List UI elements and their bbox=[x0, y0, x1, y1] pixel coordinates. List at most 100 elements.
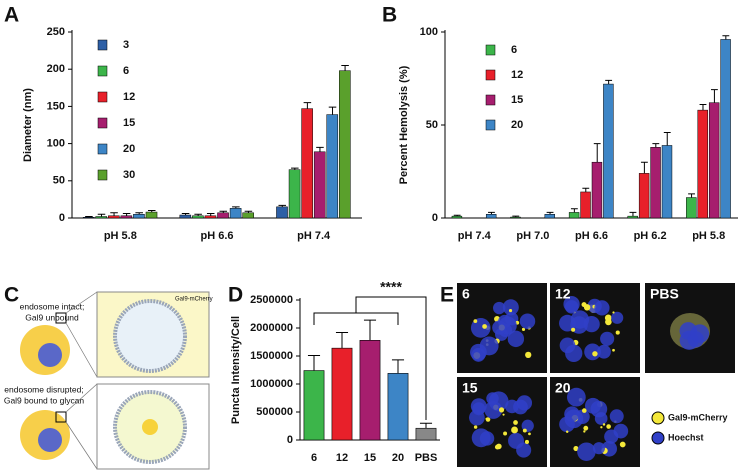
nucleus bbox=[472, 402, 486, 416]
puncta bbox=[513, 420, 518, 425]
legend-swatch bbox=[485, 44, 496, 56]
y-tick-label: 50 bbox=[53, 175, 65, 187]
x-tick-label: pH 6.2 bbox=[634, 230, 667, 242]
error-bar bbox=[335, 331, 349, 349]
error-bar bbox=[363, 319, 377, 341]
error-bar bbox=[147, 210, 156, 213]
bar bbox=[339, 70, 351, 219]
legend-swatch bbox=[97, 65, 108, 77]
legend-label: 15 bbox=[511, 94, 523, 106]
image-panel: E 6 12 PBS 15 20 Gal9-mCherry Hoechst bbox=[440, 283, 735, 467]
panel-label: E bbox=[440, 284, 454, 307]
error-bar bbox=[194, 213, 202, 216]
panel-label: B bbox=[382, 4, 397, 27]
puncta bbox=[581, 302, 587, 308]
bar bbox=[638, 173, 650, 219]
zoom-line bbox=[65, 291, 98, 314]
x-tick-label: 15 bbox=[364, 452, 376, 464]
nucleus bbox=[471, 428, 491, 448]
bar bbox=[661, 145, 673, 219]
puncta bbox=[605, 318, 612, 326]
bar bbox=[313, 151, 326, 219]
bar bbox=[145, 211, 158, 219]
legend-swatch bbox=[97, 91, 108, 103]
panel-label: A bbox=[4, 4, 19, 27]
error-bar bbox=[110, 212, 118, 216]
nucleus bbox=[516, 442, 532, 458]
legend-swatch bbox=[651, 411, 665, 425]
nucleus bbox=[493, 301, 506, 315]
bar bbox=[720, 39, 731, 219]
error-bar bbox=[328, 106, 337, 115]
puncta bbox=[494, 444, 500, 450]
puncta bbox=[600, 426, 603, 429]
error-bar bbox=[419, 422, 433, 429]
legend-swatch bbox=[485, 94, 496, 106]
error-bar bbox=[629, 211, 637, 217]
puncta bbox=[606, 424, 611, 429]
nucleus bbox=[566, 387, 586, 407]
error-bar bbox=[122, 213, 131, 216]
nucleus bbox=[600, 331, 615, 346]
error-bar bbox=[97, 213, 106, 217]
error-bar bbox=[722, 35, 730, 40]
bar bbox=[229, 208, 242, 219]
y-tick-label: 100 bbox=[420, 26, 438, 38]
puncta bbox=[592, 351, 598, 357]
puncta bbox=[502, 413, 505, 416]
y-tick-label: 2000000 bbox=[250, 322, 293, 334]
bar bbox=[331, 347, 353, 441]
error-bar bbox=[219, 210, 228, 213]
x-tick-label: pH 6.6 bbox=[575, 230, 608, 242]
nucleus bbox=[690, 324, 710, 344]
legend-swatch bbox=[485, 69, 496, 81]
error-bar bbox=[206, 213, 215, 216]
nucleus bbox=[502, 299, 519, 316]
legend-label: 12 bbox=[511, 69, 523, 81]
puncta bbox=[485, 417, 488, 420]
zoom-line bbox=[65, 322, 98, 378]
puncta bbox=[615, 330, 620, 335]
x-tick-label: 6 bbox=[311, 452, 317, 464]
y-tick-label: 50 bbox=[426, 119, 438, 131]
puncta bbox=[583, 425, 589, 431]
error-bar bbox=[593, 143, 601, 163]
puncta bbox=[498, 407, 505, 413]
error-bar bbox=[570, 208, 578, 213]
error-bar bbox=[244, 210, 253, 213]
diagram-text: Gal9 bound to glycan bbox=[4, 395, 85, 405]
endosome bbox=[113, 299, 187, 373]
diagram-text: endosome disrupted; bbox=[4, 384, 83, 394]
puncta bbox=[522, 428, 527, 433]
error-bar bbox=[663, 131, 671, 146]
error-bar bbox=[316, 146, 324, 152]
bar bbox=[133, 214, 145, 219]
nucleus bbox=[484, 401, 503, 419]
legend-label: 3 bbox=[123, 39, 129, 51]
bar bbox=[387, 373, 409, 441]
error-bar bbox=[291, 167, 299, 170]
diagram-text: endosome intact; bbox=[20, 301, 85, 311]
y-tick-label: 500000 bbox=[256, 406, 293, 418]
bar bbox=[697, 109, 708, 219]
error-bar bbox=[391, 359, 405, 374]
error-bar bbox=[710, 89, 718, 103]
bar bbox=[603, 83, 614, 219]
y-tick-label: 250 bbox=[47, 26, 65, 38]
bar bbox=[451, 215, 463, 219]
error-bar bbox=[688, 193, 695, 198]
y-tick-label: 1000000 bbox=[250, 378, 293, 390]
nucleus bbox=[479, 336, 499, 356]
legend-label: Gal9-mCherry bbox=[668, 412, 728, 422]
image-label: 6 bbox=[462, 286, 470, 302]
legend-label: 15 bbox=[123, 117, 135, 129]
legend-swatch bbox=[485, 119, 496, 131]
puncta bbox=[581, 408, 587, 413]
puncta bbox=[521, 327, 526, 331]
nucleus bbox=[507, 330, 525, 348]
error-bar bbox=[85, 216, 93, 218]
error-bar bbox=[453, 214, 461, 217]
x-tick-label: pH 5.8 bbox=[692, 230, 725, 242]
bar bbox=[276, 206, 288, 219]
